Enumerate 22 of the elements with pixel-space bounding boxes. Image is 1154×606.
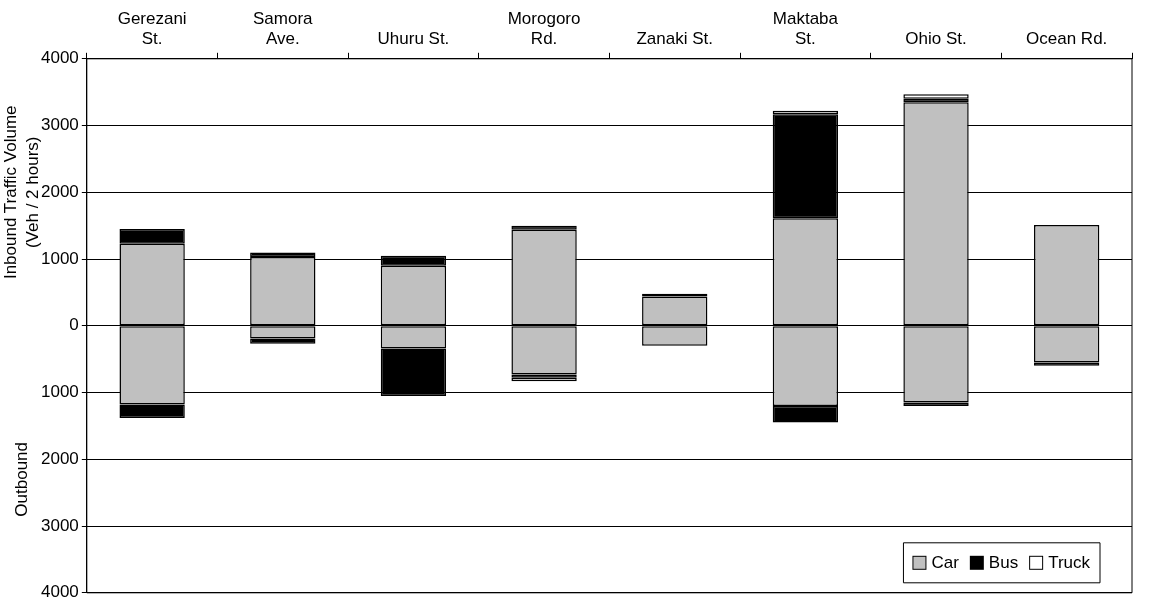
- y-tick-label: 4000: [40, 48, 79, 68]
- y-tick-label: 3000: [40, 515, 79, 535]
- x-tick-label: Gerezani St.: [117, 8, 187, 49]
- y-tick-label: 1000: [40, 248, 79, 268]
- x-tick-label: Uhuru St.: [377, 29, 450, 49]
- y-tick-label: 3000: [40, 115, 79, 135]
- x-tick-label: Maktaba St.: [772, 8, 839, 49]
- legend-label: Bus: [988, 553, 1019, 573]
- y-tick-label: 0: [69, 315, 79, 335]
- y-tick-label: 2000: [40, 181, 79, 201]
- y-tick-label: 1000: [40, 382, 79, 402]
- legend-label: Car: [931, 553, 960, 573]
- x-tick-label: Morogoro Rd.: [507, 8, 581, 49]
- x-tick-label: Ocean Rd.: [1026, 29, 1108, 49]
- y-tick-label: 4000: [40, 582, 79, 602]
- x-tick-label: Zanaki St.: [636, 29, 714, 49]
- y-axis-title: Inbound Traffic Volume (Veh / 2 hours): [0, 105, 42, 280]
- y-tick-label: 2000: [40, 448, 79, 468]
- legend-label: Truck: [1048, 553, 1091, 573]
- x-tick-label: Ohio St.: [905, 29, 967, 49]
- x-tick-label: Samora Ave.: [253, 8, 314, 49]
- text: Outbound: [11, 441, 31, 517]
